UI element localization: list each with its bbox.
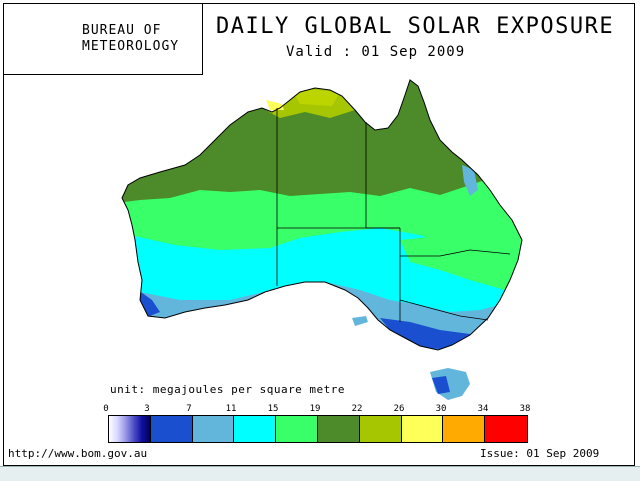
legend-tick: 38 (519, 404, 531, 414)
bottom-strip (0, 466, 640, 481)
map-title: DAILY GLOBAL SOLAR EXPOSURE (216, 14, 615, 39)
org-name-line1: BUREAU OF (82, 23, 162, 38)
legend-tick: 30 (435, 404, 447, 414)
tasmania-west (432, 376, 450, 394)
legend-tick: 11 (225, 404, 237, 414)
state-borders (276, 108, 511, 322)
org-name-line2: METEOROLOGY (82, 39, 180, 54)
legend-tick: 34 (477, 404, 489, 414)
legend-tick: 22 (351, 404, 363, 414)
outer-border (3, 3, 635, 466)
issue-date: Issue: 01 Sep 2009 (480, 447, 600, 460)
solar-zones (122, 80, 522, 350)
tiwi-islands (266, 100, 284, 110)
legend-tick: 7 (186, 404, 192, 414)
kangaroo-island (352, 316, 368, 326)
legend-tick: 26 (393, 404, 405, 414)
legend-tick: 19 (309, 404, 321, 414)
legend-cell (150, 416, 193, 442)
legend-cell (443, 416, 486, 442)
legend-cell (192, 416, 235, 442)
website-url: http://www.bom.gov.au (8, 447, 148, 460)
legend-cell (359, 416, 402, 442)
legend-cell-gradient (109, 416, 151, 442)
unit-label: unit: megajoules per square metre (110, 383, 346, 396)
legend-tick: 3 (144, 404, 150, 414)
legend-cell (485, 416, 527, 442)
legend-tick: 0 (103, 404, 109, 414)
legend-cell (276, 416, 318, 442)
legend-cell (317, 416, 360, 442)
legend-color-bar (108, 415, 528, 443)
valid-date: Valid : 01 Sep 2009 (286, 44, 466, 60)
legend-cell (234, 416, 277, 442)
organization-box: BUREAU OF METEOROLOGY (3, 3, 203, 75)
legend-cell (401, 416, 444, 442)
legend-tick: 15 (267, 404, 279, 414)
